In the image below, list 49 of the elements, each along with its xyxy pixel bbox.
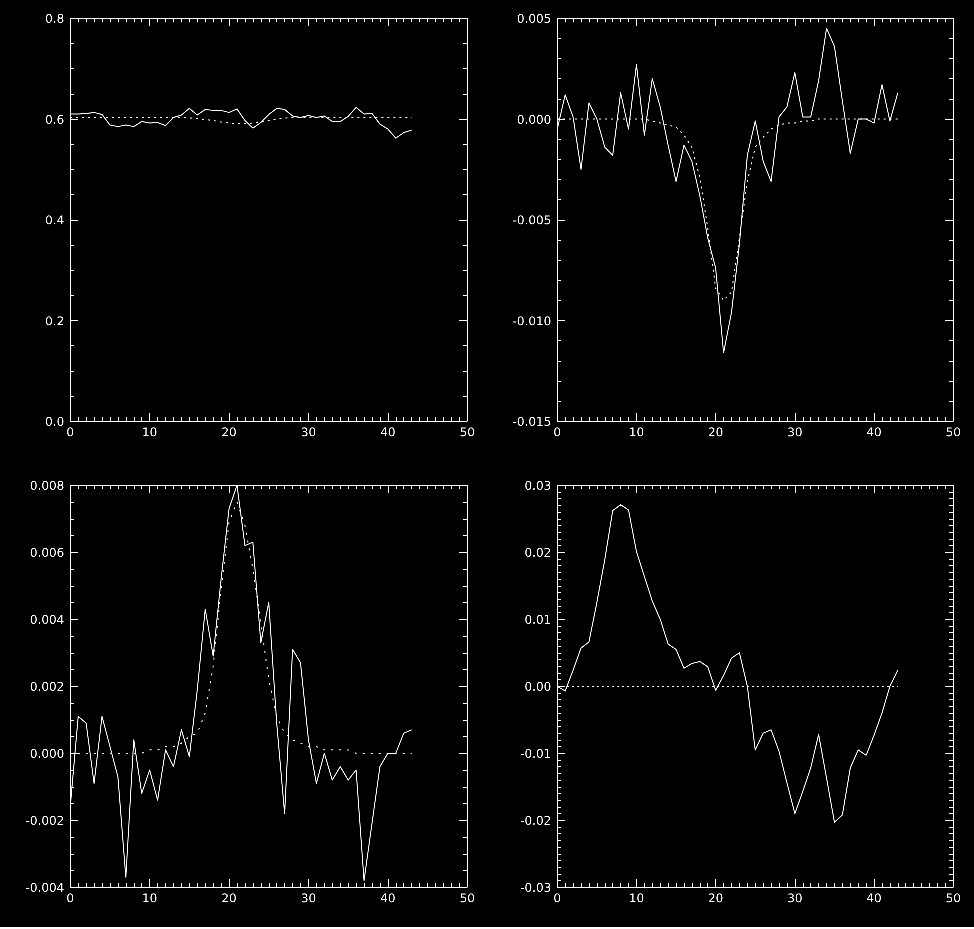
x-tick-label: 0 (554, 892, 562, 906)
x-tick-label: 50 (946, 426, 962, 440)
y-tick-label: 0.00 (524, 680, 552, 694)
x-tick-label: 40 (866, 426, 882, 440)
x-tick-label: 30 (787, 892, 803, 906)
x-tick-label: 10 (629, 892, 644, 906)
x-tick-label: 30 (787, 426, 803, 440)
y-tick-label: 0.4 (45, 214, 65, 228)
x-tick-label: 50 (460, 426, 476, 440)
y-tick-label: 0.01 (524, 613, 552, 627)
y-tick-label: 0.008 (30, 479, 65, 493)
x-tick-label: 20 (222, 426, 237, 440)
y-tick-label: -0.010 (512, 314, 552, 328)
y-tick-label: 0.000 (30, 747, 65, 761)
x-tick-label: 0 (554, 426, 562, 440)
y-tick-label: 0.02 (524, 546, 552, 560)
y-tick-label: -0.005 (512, 214, 552, 228)
line-series (70, 107, 412, 139)
x-tick-label: 50 (946, 892, 962, 906)
y-tick-label: -0.004 (26, 881, 65, 895)
x-tick-label: 30 (301, 426, 316, 440)
y-tick-label: 0.005 (517, 12, 552, 26)
x-tick-label: 40 (380, 892, 396, 906)
y-tick-label: 0.8 (45, 12, 65, 26)
y-tick-label: 0.000 (517, 112, 552, 127)
y-tick-label: 0.6 (45, 112, 65, 127)
y-tick-label: -0.03 (520, 881, 552, 895)
y-tick-label: 0.0 (45, 415, 65, 429)
x-tick-label: 10 (142, 426, 158, 440)
y-tick-label: 0.03 (524, 479, 552, 493)
x-tick-label: 20 (708, 892, 724, 906)
x-tick-label: 40 (380, 426, 396, 440)
y-tick-label: -0.02 (520, 814, 552, 828)
y-tick-label: 0.002 (30, 680, 65, 694)
x-tick-label: 20 (222, 892, 237, 906)
x-tick-label: 10 (142, 892, 158, 906)
y-tick-label: 0.006 (30, 546, 65, 560)
y-tick-label: -0.015 (512, 415, 552, 429)
y-tick-label: 0.004 (30, 613, 65, 627)
y-tick-label: 0.2 (45, 314, 65, 328)
y-tick-label: -0.002 (26, 814, 65, 828)
x-tick-label: 10 (629, 426, 644, 440)
x-tick-label: 0 (66, 892, 74, 906)
x-tick-label: 50 (460, 892, 476, 906)
x-tick-label: 0 (66, 426, 74, 440)
x-tick-label: 20 (708, 426, 724, 440)
x-tick-label: 30 (301, 892, 316, 906)
y-tick-label: -0.01 (520, 747, 552, 761)
x-tick-label: 40 (866, 892, 882, 906)
